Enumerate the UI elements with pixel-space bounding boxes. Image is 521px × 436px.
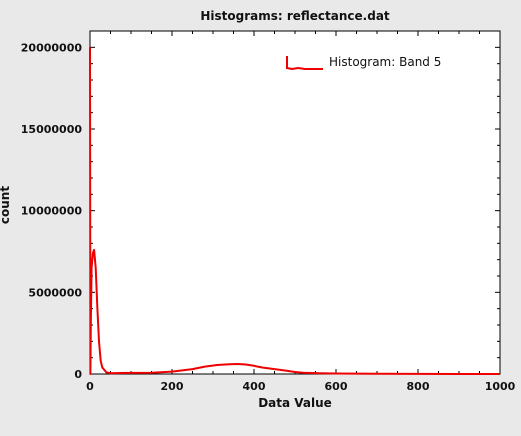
y-axis-ticks: 0 5000000 10000000 15000000 20000000: [21, 41, 500, 381]
x-tick-label: 0: [86, 380, 94, 393]
x-tick-label: 800: [407, 380, 430, 393]
y-tick-label: 15000000: [21, 123, 83, 136]
plot-area: [89, 30, 501, 375]
x-tick-label: 200: [161, 380, 184, 393]
series-line: [89, 47, 500, 375]
x-tick-label: 600: [325, 380, 348, 393]
x-axis-ticks: 0 200 400 600 800 1000: [86, 31, 516, 393]
y-tick-label: 5000000: [28, 286, 82, 299]
chart-title: Histograms: reflectance.dat: [200, 9, 390, 23]
y-tick-label: 0: [74, 368, 82, 381]
x-axis-label: Data Value: [258, 396, 332, 410]
series-layer: [89, 47, 500, 375]
legend-swatch: [286, 56, 323, 71]
legend-label: Histogram: Band 5: [329, 55, 441, 69]
x-tick-label: 400: [243, 380, 266, 393]
y-axis-label: count: [0, 186, 12, 224]
legend: Histogram: Band 5: [286, 55, 441, 71]
x-tick-label: 1000: [485, 380, 516, 393]
y-tick-label: 10000000: [21, 205, 83, 218]
y-tick-label: 20000000: [21, 41, 83, 54]
